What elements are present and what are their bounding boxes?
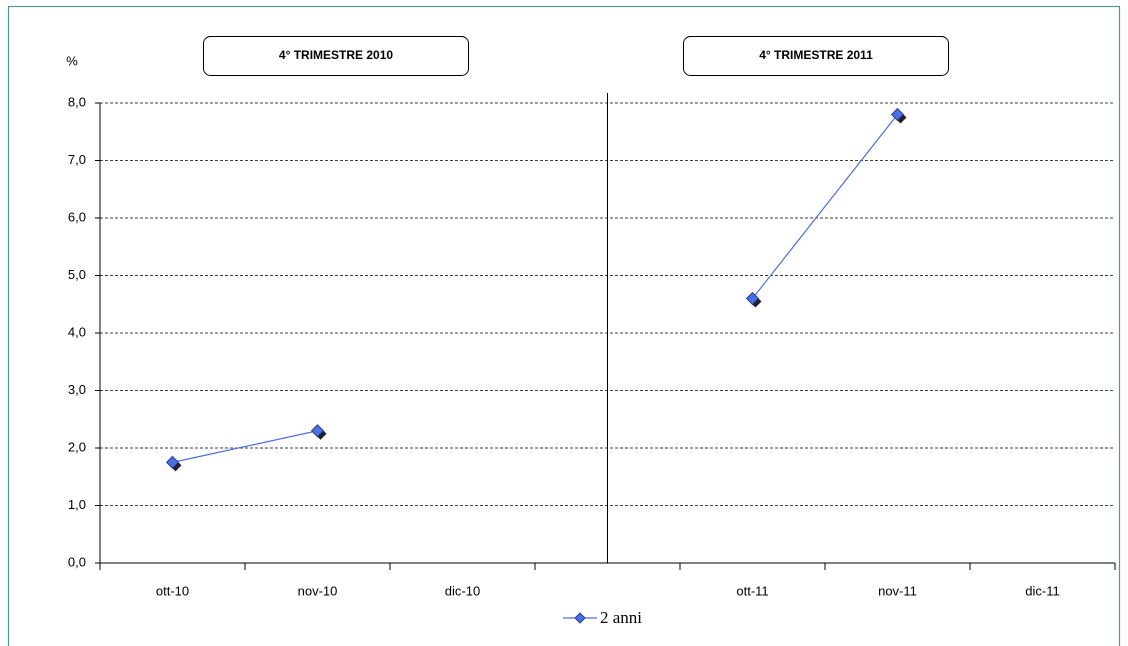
x-tick-label: dic-11	[1025, 583, 1059, 598]
series-line	[172, 114, 898, 463]
y-axis-label: %	[66, 53, 78, 68]
x-tick-label: nov-11	[878, 583, 917, 598]
y-tick-label: 3,0	[68, 382, 86, 397]
annotation-box	[203, 36, 469, 76]
x-tick-label: nov-10	[298, 583, 338, 598]
x-tick-label: dic-10	[445, 583, 480, 598]
marker	[745, 291, 760, 306]
y-tick-label: 7,0	[68, 152, 86, 167]
marker	[310, 424, 325, 438]
y-tick-label: 1,0	[68, 497, 86, 512]
y-tick-label: 5,0	[68, 267, 86, 282]
chart-frame	[7, 5, 1121, 646]
x-tick-label: ott-11	[736, 583, 768, 598]
marker	[165, 455, 180, 469]
legend-marker	[574, 612, 586, 624]
annotation: 4° TRIMESTRE 2010	[279, 48, 393, 62]
legend-label: 2 anni	[600, 608, 642, 627]
y-tick-label: 0,0	[68, 554, 86, 569]
y-tick-label: 2,0	[68, 439, 86, 454]
y-tick-label: 6,0	[68, 209, 86, 224]
y-tick-label: 8,0	[68, 94, 86, 109]
annotation: 4° TRIMESTRE 2011	[759, 48, 873, 62]
annotation-box	[683, 36, 949, 76]
x-tick-label: ott-10	[156, 583, 189, 598]
marker	[890, 107, 905, 122]
y-tick-label: 4,0	[68, 324, 86, 339]
